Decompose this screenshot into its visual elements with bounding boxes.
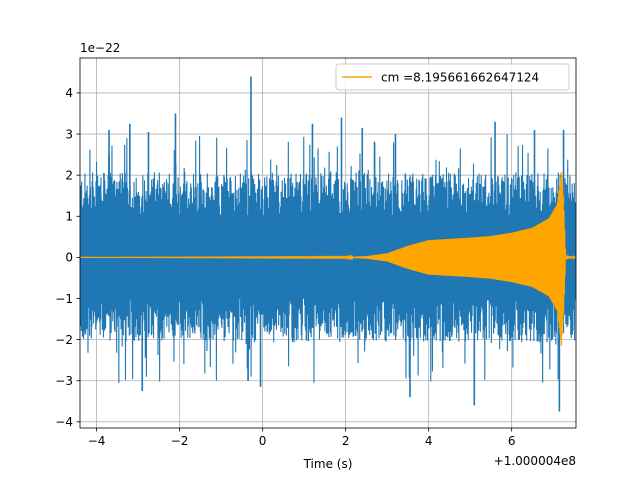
y-tick-label: −2 (55, 333, 73, 347)
legend: cm =8.195661662647124 (335, 63, 570, 91)
x-axis: −4 −2 0 2 4 6 (88, 428, 516, 448)
axes-frame (79, 57, 577, 429)
y-tick-label: −3 (55, 374, 73, 388)
x-offset-label: +1.000004e8 (494, 454, 576, 468)
y-tick-label: 4 (65, 86, 73, 100)
y-tick-label: 1 (65, 210, 73, 224)
y-tick-label: 2 (65, 168, 73, 182)
plot-area (79, 57, 577, 429)
y-axis: −4 −3 −2 −1 0 1 2 3 4 (55, 86, 80, 429)
legend-label-chirp: cm =8.195661662647124 (381, 71, 539, 85)
x-tick-label: 6 (508, 434, 516, 448)
y-tick-label: 0 (65, 251, 73, 265)
series-line-noise (80, 134, 576, 383)
x-tick-label: −4 (88, 434, 106, 448)
series-line-chirp (80, 171, 576, 346)
y-scale-label: 1e−22 (80, 41, 120, 55)
x-axis-label: Time (s) (303, 457, 353, 471)
y-tick-label: 3 (65, 127, 73, 141)
x-tick-label: 2 (342, 434, 350, 448)
x-tick-label: 0 (259, 434, 267, 448)
series-layer (80, 76, 576, 412)
legend-box (335, 63, 570, 91)
x-tick-label: 4 (425, 434, 433, 448)
y-tick-label: −1 (55, 292, 73, 306)
x-tick-label: −2 (171, 434, 189, 448)
y-tick-label: −4 (55, 415, 73, 429)
